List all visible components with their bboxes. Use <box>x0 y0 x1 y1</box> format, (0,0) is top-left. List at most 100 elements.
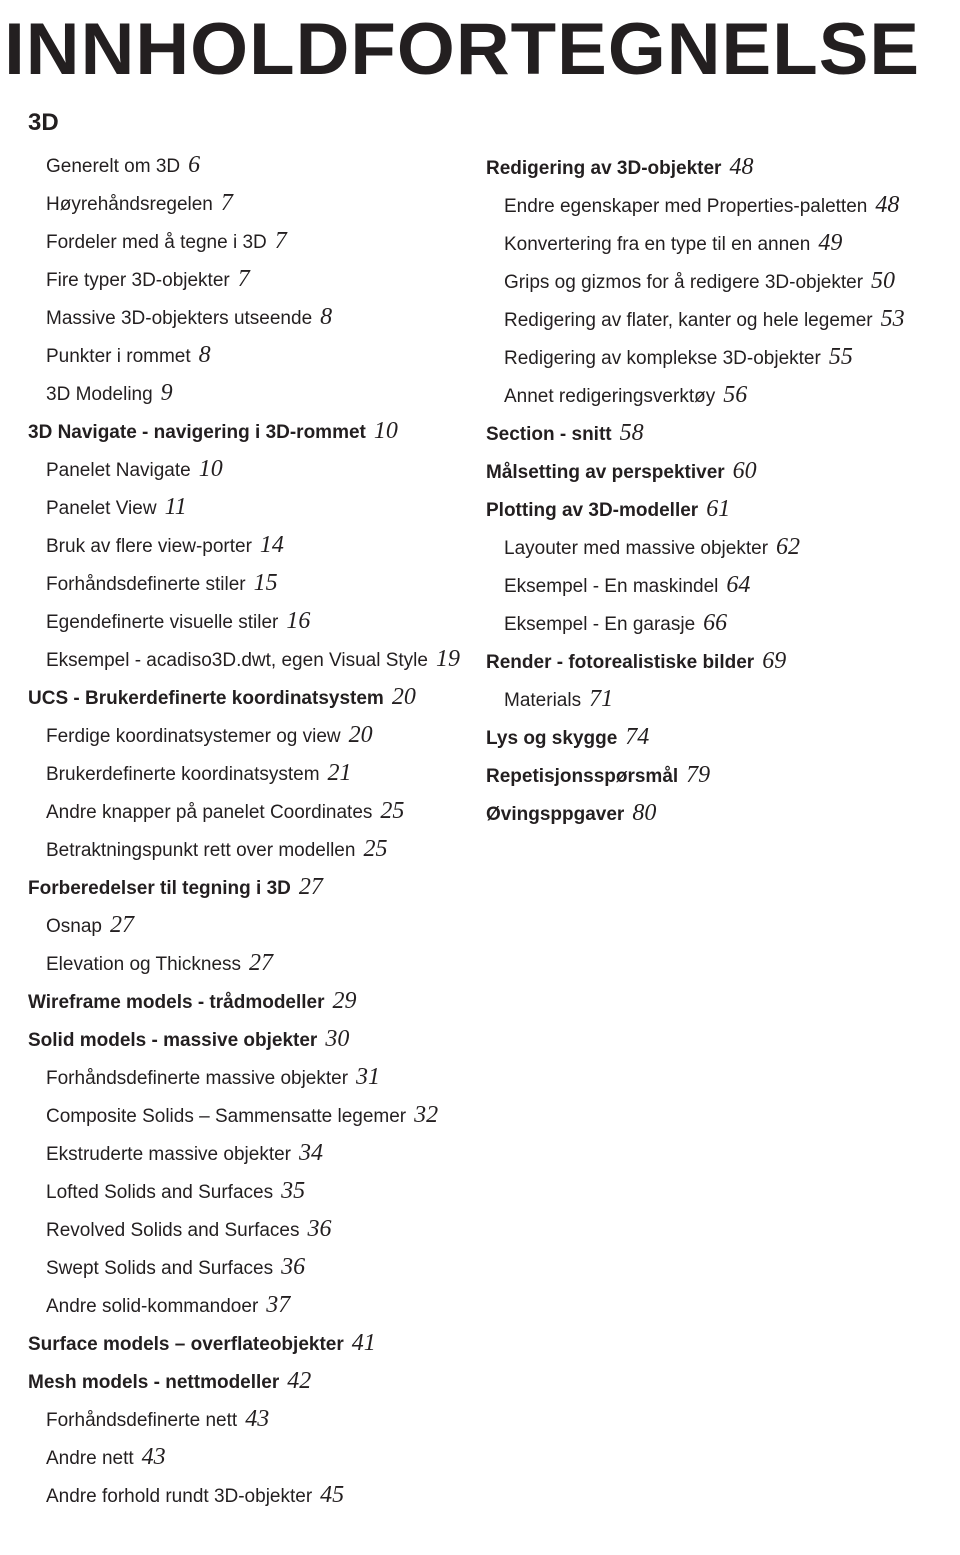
toc-entry-page: 27 <box>249 950 273 976</box>
toc-entry-label: Massive 3D-objekters utseende <box>46 308 312 329</box>
toc-entry-page: 16 <box>286 608 310 634</box>
toc-entry-label: Eksempel - acadiso3D.dwt, egen Visual St… <box>46 650 428 671</box>
toc-entry: Høyrehåndsregelen7 <box>28 185 458 221</box>
toc-entry-page: 7 <box>238 266 250 292</box>
toc-entry: Bruk av flere view-porter14 <box>28 527 458 563</box>
toc-entry: Mesh models - nettmodeller42 <box>28 1363 458 1399</box>
toc-entry-page: 74 <box>625 724 649 750</box>
toc-entry: Plotting av 3D-modeller61 <box>486 491 936 527</box>
toc-entry-page: 27 <box>110 912 134 938</box>
toc-entry: Andre forhold rundt 3D-objekter45 <box>28 1477 458 1513</box>
toc-entry-label: Generelt om 3D <box>46 156 180 177</box>
toc-entry: Egendefinerte visuelle stiler16 <box>28 603 458 639</box>
toc-entry: Layouter med massive objekter62 <box>486 529 936 565</box>
toc-entry-page: 7 <box>275 228 287 254</box>
toc-entry: Ferdige koordinatsystemer og view 20 <box>28 717 458 753</box>
toc-entry-page: 36 <box>307 1216 331 1242</box>
toc-entry-label: Endre egenskaper med Properties-paletten <box>504 196 867 217</box>
toc-entry-label: Andre nett <box>46 1448 134 1469</box>
toc-entry-label: Forberedelser til tegning i 3D <box>28 878 291 899</box>
toc-entry-page: 20 <box>349 722 373 748</box>
toc-entry: Composite Solids – Sammensatte legemer32 <box>28 1097 458 1133</box>
toc-entry: Redigering av 3D-objekter48 <box>486 149 936 185</box>
toc-entry-page: 43 <box>142 1444 166 1470</box>
toc-entry-label: Ekstruderte massive objekter <box>46 1144 291 1165</box>
toc-entry-page: 56 <box>723 382 747 408</box>
toc-entry: Øvingsppgaver80 <box>486 795 936 831</box>
toc-entry: Eksempel - En maskindel64 <box>486 567 936 603</box>
section-label: 3D <box>28 109 960 137</box>
toc-entry: Eksempel - acadiso3D.dwt, egen Visual St… <box>28 641 458 677</box>
toc-entry: Fire typer 3D-objekter 7 <box>28 261 458 297</box>
toc-entry: Elevation og Thickness 27 <box>28 945 458 981</box>
toc-entry: Massive 3D-objekters utseende 8 <box>28 299 458 335</box>
toc-entry-label: 3D Modeling <box>46 384 153 405</box>
toc-entry: Render - fotorealistiske bilder69 <box>486 643 936 679</box>
toc-entry-page: 43 <box>245 1406 269 1432</box>
toc-entry-page: 20 <box>392 684 416 710</box>
toc-entry-page: 41 <box>352 1330 376 1356</box>
toc-entry-label: Grips og gizmos for å redigere 3D-objekt… <box>504 272 863 293</box>
toc-entry-label: Konvertering fra en type til en annen <box>504 234 810 255</box>
toc-entry: Osnap27 <box>28 907 458 943</box>
toc-entry-label: Brukerdefinerte koordinatsystem <box>46 764 320 785</box>
toc-entry: Andre nett 43 <box>28 1439 458 1475</box>
toc-entry-label: Betraktningspunkt rett over modellen <box>46 840 355 861</box>
toc-entry-label: Forhåndsdefinerte nett <box>46 1410 237 1431</box>
toc-entry: Forhåndsdefinerte massive objekter31 <box>28 1059 458 1095</box>
toc-entry-page: 35 <box>281 1178 305 1204</box>
toc-entry-label: Repetisjonsspørsmål <box>486 766 678 787</box>
toc-entry: Lofted Solids and Surfaces 35 <box>28 1173 458 1209</box>
toc-entry: Forberedelser til tegning i 3D27 <box>28 869 458 905</box>
toc-entry: Forhåndsdefinerte nett 43 <box>28 1401 458 1437</box>
toc-entry: Redigering av flater, kanter og hele leg… <box>486 301 936 337</box>
toc-entry: Målsetting av perspektiver60 <box>486 453 936 489</box>
toc-entry: Panelet Navigate 10 <box>28 451 458 487</box>
toc-entry: Fordeler med å tegne i 3D7 <box>28 223 458 259</box>
toc-entry-label: Bruk av flere view-porter <box>46 536 252 557</box>
toc-entry-label: Lys og skygge <box>486 728 617 749</box>
toc-entry: Grips og gizmos for å redigere 3D-objekt… <box>486 263 936 299</box>
toc-columns: Generelt om 3D6Høyrehåndsregelen7Fordele… <box>0 147 960 1515</box>
toc-entry-page: 69 <box>762 648 786 674</box>
toc-entry: Punkter i rommet8 <box>28 337 458 373</box>
toc-entry-page: 64 <box>726 572 750 598</box>
toc-entry-label: Fire typer 3D-objekter <box>46 270 230 291</box>
toc-column-right: Redigering av 3D-objekter48 Endre egenska… <box>486 149 936 1515</box>
toc-entry: Wireframe models - trådmodeller29 <box>28 983 458 1019</box>
toc-entry-page: 10 <box>199 456 223 482</box>
toc-entry-page: 30 <box>325 1026 349 1052</box>
toc-entry-label: Eksempel - En garasje <box>504 614 695 635</box>
toc-entry-label: Layouter med massive objekter <box>504 538 768 559</box>
toc-entry-label: Ferdige koordinatsystemer og view <box>46 726 341 747</box>
toc-entry-page: 49 <box>818 230 842 256</box>
toc-entry: Brukerdefinerte koordinatsystem21 <box>28 755 458 791</box>
toc-entry-page: 71 <box>589 686 613 712</box>
toc-entry: 3D Navigate - navigering i 3D-rommet10 <box>28 413 458 449</box>
toc-entry-label: Redigering av komplekse 3D-objekter <box>504 348 821 369</box>
toc-entry: Betraktningspunkt rett over modellen 25 <box>28 831 458 867</box>
toc-entry: Ekstruderte massive objekter34 <box>28 1135 458 1171</box>
toc-entry: Section - snitt58 <box>486 415 936 451</box>
toc-entry-label: Panelet Navigate <box>46 460 191 481</box>
toc-entry-label: Revolved Solids and Surfaces <box>46 1220 299 1241</box>
toc-entry-page: 15 <box>254 570 278 596</box>
toc-entry: Forhåndsdefinerte stiler15 <box>28 565 458 601</box>
toc-entry-page: 8 <box>320 304 332 330</box>
toc-entry-page: 11 <box>165 494 187 520</box>
toc-entry-label: Mesh models - nettmodeller <box>28 1372 279 1393</box>
toc-entry: Surface models – overflateobjekter 41 <box>28 1325 458 1361</box>
toc-entry-page: 9 <box>161 380 173 406</box>
toc-entry-page: 37 <box>266 1292 290 1318</box>
toc-entry-page: 79 <box>686 762 710 788</box>
toc-entry-label: Punkter i rommet <box>46 346 191 367</box>
toc-entry: Repetisjonsspørsmål 79 <box>486 757 936 793</box>
toc-entry-page: 66 <box>703 610 727 636</box>
toc-entry: Revolved Solids and Surfaces 36 <box>28 1211 458 1247</box>
toc-entry: Materials71 <box>486 681 936 717</box>
toc-entry-label: Lofted Solids and Surfaces <box>46 1182 273 1203</box>
toc-entry-label: Surface models – overflateobjekter <box>28 1334 344 1355</box>
toc-entry-page: 25 <box>363 836 387 862</box>
toc-entry-label: Elevation og Thickness <box>46 954 241 975</box>
toc-entry: Panelet View11 <box>28 489 458 525</box>
